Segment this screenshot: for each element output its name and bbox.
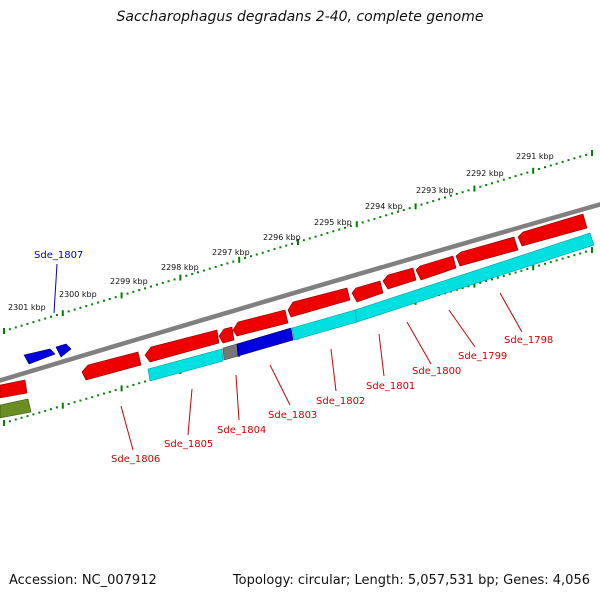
kbp-label: 2298 kbp [161, 263, 199, 272]
leader-line [235, 374, 240, 421]
gene-arrow-grey [222, 343, 239, 361]
gene-arrow-red [455, 236, 519, 267]
kbp-label: 2294 kbp [365, 202, 403, 211]
kbp-scale-labels: 2291 kbp 2292 kbp 2293 kbp 2294 kbp 2295… [8, 152, 554, 312]
kbp-label: 2291 kbp [516, 152, 554, 161]
gene-labels: Sde_1807 Sde_1798 Sde_1799 Sde_1800 Sde_… [34, 250, 553, 465]
label-leaders [53, 263, 523, 451]
gene-arrow-red [81, 351, 142, 381]
forward-genes [0, 213, 588, 399]
gene-label: Sde_1798 [504, 335, 553, 346]
cds-segment [354, 232, 595, 323]
gene-label: Sde_1802 [316, 396, 365, 407]
cds-segment [291, 309, 358, 341]
kbp-label: 2299 kbp [110, 277, 148, 286]
leader-line [269, 364, 291, 406]
gene-label: Sde_1805 [164, 439, 213, 450]
leader-line [378, 333, 385, 377]
gene-arrow-red [382, 267, 417, 290]
gene-arrow-red [144, 329, 220, 363]
kbp-label: 2301 kbp [8, 303, 46, 312]
leader-line [406, 321, 432, 365]
gene-arrow-red [351, 280, 384, 303]
topology-text: Topology: circular; Length: 5,057,531 bp… [232, 573, 590, 588]
leader-line [120, 405, 134, 451]
gene-arrow-red [232, 309, 289, 337]
kbp-label: 2296 kbp [263, 233, 301, 242]
gene-arrow-olive [0, 398, 32, 419]
gene-label: Sde_1803 [268, 410, 317, 421]
reverse-genes [23, 343, 72, 365]
kbp-label: 2293 kbp [416, 186, 454, 195]
genome-backbone [0, 202, 600, 383]
leader-line [448, 309, 476, 348]
gene-label: Sde_1807 [34, 250, 83, 261]
gene-arrow-red [287, 287, 351, 318]
gene-label: Sde_1806 [111, 454, 160, 465]
kbp-label: 2292 kbp [466, 169, 504, 178]
kbp-label: 2295 kbp [314, 218, 352, 227]
gene-arrow-red [218, 326, 235, 344]
cds-segment [147, 348, 224, 382]
gene-arrow-red [415, 255, 457, 281]
kbp-label: 2300 kbp [59, 290, 97, 299]
gene-label: Sde_1801 [366, 381, 415, 392]
leader-line [187, 388, 193, 436]
gene-arrow-blue [236, 327, 294, 357]
leader-line [499, 292, 523, 333]
leader-line [330, 348, 337, 392]
accession-text: Accession: NC_007912 [9, 573, 157, 588]
gene-label: Sde_1800 [412, 366, 461, 377]
cds-band [147, 232, 595, 382]
gene-label: Sde_1799 [458, 351, 507, 362]
leader-line [53, 263, 58, 314]
outer-scale-ticks [3, 150, 593, 334]
gene-label: Sde_1804 [217, 425, 266, 436]
gene-arrow-blue [23, 348, 56, 365]
band-genes [222, 327, 294, 361]
map-title: Saccharophagus degradans 2-40, complete … [116, 9, 484, 25]
gene-arrow-red [517, 213, 588, 247]
gene-arrow-red [0, 379, 28, 399]
gene-arrow-blue [55, 343, 72, 358]
kbp-label: 2297 kbp [212, 248, 250, 257]
